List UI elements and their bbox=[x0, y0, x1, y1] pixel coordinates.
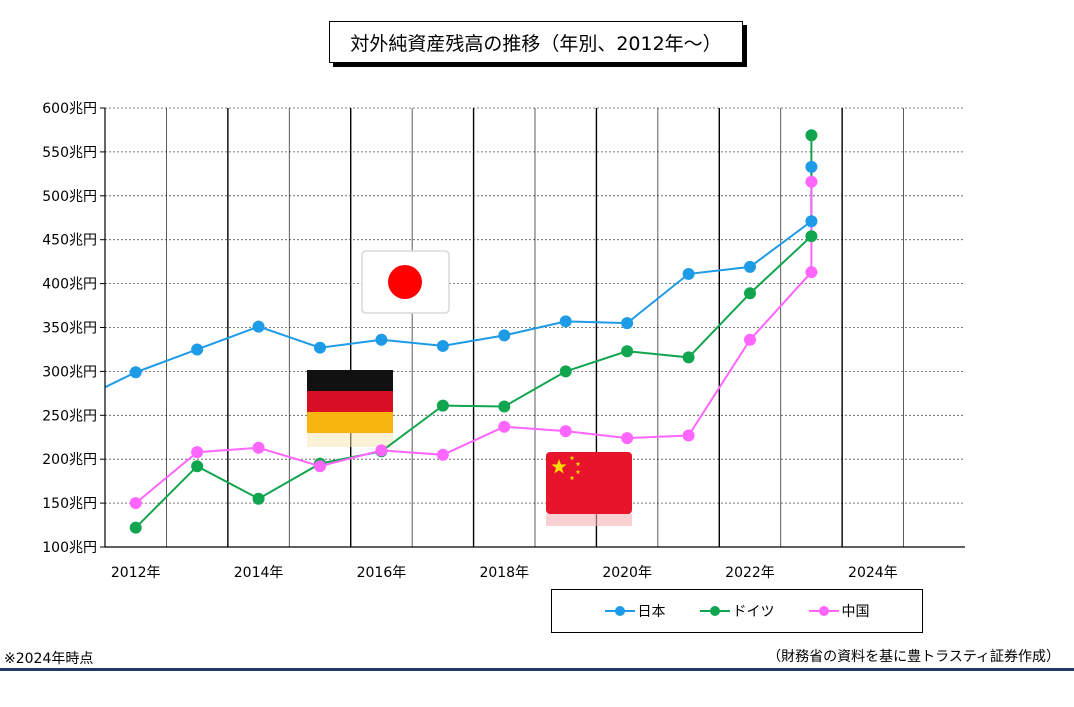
data-point bbox=[682, 351, 695, 364]
data-point bbox=[682, 429, 695, 442]
y-tick-label: 350兆円 bbox=[42, 321, 97, 337]
data-point bbox=[129, 497, 142, 510]
germany-flag bbox=[307, 370, 393, 447]
legend-item-germany: ドイツ bbox=[699, 601, 775, 621]
data-point bbox=[498, 400, 511, 413]
data-point bbox=[314, 460, 326, 473]
x-tick-label: 2012年 bbox=[111, 565, 161, 581]
legend: 日本 ドイツ 中国 bbox=[551, 589, 923, 633]
data-point bbox=[805, 175, 818, 188]
data-point bbox=[191, 446, 204, 459]
flags bbox=[307, 250, 632, 526]
data-point bbox=[191, 460, 204, 473]
data-point bbox=[375, 444, 388, 457]
series-japan bbox=[104, 166, 813, 389]
chart-title: 対外純資産残高の推移（年別、2012年～） bbox=[350, 32, 722, 55]
legend-item-china: 中国 bbox=[808, 601, 870, 621]
x-tick-label: 2016年 bbox=[357, 565, 407, 581]
axes: 100兆円 150兆円 200兆円 250兆円 300兆円 350兆円 400兆円 450兆円… bbox=[42, 101, 965, 581]
data-point bbox=[314, 341, 326, 354]
legend-item-japan: 日本 bbox=[604, 601, 666, 621]
data-point bbox=[129, 521, 142, 534]
data-point bbox=[744, 260, 756, 273]
data-point bbox=[252, 441, 265, 454]
footnote-left: ※2024年時点 bbox=[4, 651, 94, 667]
y-tick-label: 500兆円 bbox=[42, 189, 97, 205]
data-point bbox=[621, 345, 634, 358]
data-point bbox=[744, 287, 756, 300]
grid bbox=[105, 107, 965, 547]
data-point bbox=[559, 365, 572, 378]
x-tick-label: 2018年 bbox=[479, 565, 529, 581]
data-point bbox=[436, 448, 449, 461]
x-tick-label: 2024年 bbox=[848, 565, 898, 581]
y-tick-label: 250兆円 bbox=[42, 408, 97, 424]
china-flag bbox=[546, 452, 632, 526]
data-point bbox=[191, 343, 204, 356]
legend-label-japan: 日本 bbox=[637, 604, 666, 620]
data-point bbox=[682, 267, 695, 280]
legend-swatch-germany bbox=[699, 606, 730, 616]
data-point bbox=[805, 230, 818, 243]
x-tick-label: 2020年 bbox=[602, 565, 652, 581]
data-point bbox=[559, 315, 572, 328]
source-note: （財務省の資料を基に豊トラスティ証券作成） bbox=[767, 649, 1060, 665]
data-point bbox=[805, 160, 818, 173]
footer-rule bbox=[0, 668, 1074, 671]
y-tick-label: 400兆円 bbox=[42, 277, 97, 293]
data-point bbox=[375, 333, 388, 346]
data-point bbox=[805, 215, 818, 228]
data-point bbox=[621, 432, 634, 445]
data-point bbox=[744, 333, 756, 346]
data-point bbox=[436, 399, 449, 412]
data-point bbox=[436, 339, 449, 352]
data-point bbox=[621, 317, 634, 330]
data-point bbox=[252, 320, 265, 333]
y-tick-label: 450兆円 bbox=[42, 233, 97, 249]
data-point bbox=[805, 266, 818, 279]
data-point bbox=[805, 129, 818, 142]
legend-swatch-china bbox=[808, 606, 839, 616]
data-point bbox=[559, 425, 572, 438]
y-tick-label: 100兆円 bbox=[42, 540, 97, 556]
y-tick-label: 550兆円 bbox=[42, 145, 97, 161]
y-tick-label: 150兆円 bbox=[42, 496, 97, 512]
chart-title-box: 対外純資産残高の推移（年別、2012年～） bbox=[329, 21, 743, 63]
series bbox=[104, 129, 818, 534]
data-point bbox=[252, 492, 265, 505]
legend-swatch-japan bbox=[604, 606, 635, 616]
x-tick-label: 2014年 bbox=[234, 565, 284, 581]
data-point bbox=[129, 366, 142, 379]
data-point bbox=[498, 329, 511, 342]
legend-label-china: 中国 bbox=[841, 604, 870, 620]
japan-flag bbox=[361, 250, 450, 314]
x-tick-label: 2022年 bbox=[725, 565, 775, 581]
legend-label-germany: ドイツ bbox=[732, 604, 775, 620]
y-tick-label: 600兆円 bbox=[42, 101, 97, 117]
data-point bbox=[498, 420, 511, 433]
y-tick-label: 200兆円 bbox=[42, 452, 97, 468]
y-tick-label: 300兆円 bbox=[42, 364, 97, 380]
series-line bbox=[104, 166, 813, 389]
